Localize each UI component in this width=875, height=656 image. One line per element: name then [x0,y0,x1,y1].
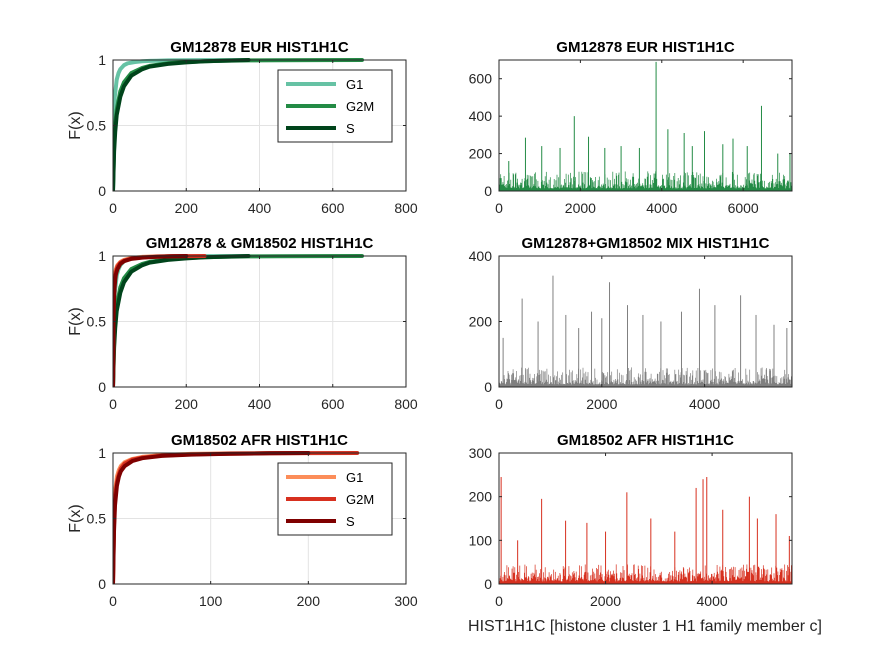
y-tick-label: 0 [98,183,106,199]
x-tick-label: 2000 [590,593,621,609]
data-layer [499,61,792,191]
chart-title: GM12878 & GM18502 HIST1H1C [146,235,374,252]
y-tick-label: 0 [484,576,492,592]
x-tick-label: 0 [109,396,117,412]
bar-noise [499,564,792,584]
chart-1: 0 200 400 600 800 0 0.5 1 GM12878 EUR HIST1H1C F(… [67,39,418,216]
x-tick-label: 0 [109,593,117,609]
chart-3: 0 200 400 600 800 0 0.5 1 GM12878 & GM18502 HIST… [67,235,418,412]
y-tick-label: 0 [98,576,106,592]
y-tick-label: 0 [98,379,106,395]
y-tick-label: 200 [469,489,493,505]
y-tick-label: 200 [469,146,493,162]
x-tick-label: 800 [394,200,418,216]
x-tick-label: 600 [321,396,345,412]
y-tick-label: 1 [98,52,106,68]
chart-title: GM12878+GM18502 MIX HIST1H1C [521,235,769,252]
y-tick-label: 1 [98,445,106,461]
y-tick-label: 100 [469,532,493,548]
x-tick-label: 2000 [565,200,596,216]
data-layer [499,275,792,387]
plot-area [499,453,792,584]
y-axis-label: F(x) [67,307,84,335]
chart-title: GM18502 AFR HIST1H1C [171,432,348,449]
x-tick-label: 6000 [728,200,759,216]
x-tick-label: 4000 [646,200,677,216]
series-line-s [113,451,311,584]
x-tick-label: 4000 [697,593,728,609]
series-line-s [113,58,251,191]
x-tick-label: 0 [495,200,503,216]
y-tick-label: 0.5 [87,511,107,527]
x-tick-label: 0 [495,593,503,609]
legend-label-g2m: G2M [346,99,374,114]
y-tick-label: 300 [469,445,493,461]
y-tick-label: 0.5 [87,118,107,134]
axes-box [498,59,793,192]
chart-title: GM12878 EUR HIST1H1C [170,39,349,56]
x-tick-label: 800 [394,396,418,412]
x-tick-label: 600 [321,200,345,216]
axes-box [498,452,793,585]
x-tick-label: 0 [109,200,117,216]
x-tick-label: 400 [248,200,272,216]
chart-4: 0 2000 4000 0 200 400 GM12878+GM18502 MIX HIST… [469,235,793,412]
x-tick-label: 200 [297,593,321,609]
legend-label-g1: G1 [346,77,363,92]
x-tick-label: 4000 [689,396,720,412]
x-tick-label: 200 [175,200,199,216]
x-tick-label: 2000 [586,396,617,412]
figure-xlabel: HIST1H1C [histone cluster 1 H1 family me… [468,618,822,635]
plot-area [499,60,792,191]
y-tick-label: 400 [469,108,493,124]
chart-2: 0 2000 4000 6000 0 200 400 600 GM12878 EUR HIST1… [469,39,793,216]
chart-6: 0 2000 4000 0 100 200 300 GM18502 AFR HIST1H1C [469,432,793,609]
y-tick-label: 600 [469,71,493,87]
y-axis-label: F(x) [67,504,84,532]
y-tick-label: 0 [484,379,492,395]
legend-label-s: S [346,121,355,136]
x-tick-label: 300 [394,593,418,609]
legend: G1 G2M S [277,462,393,536]
y-tick-label: 1 [98,248,106,264]
legend-label-g1: G1 [346,470,363,485]
y-axis-label: F(x) [67,111,84,139]
y-tick-label: 0.5 [87,314,107,330]
x-tick-label: 400 [248,396,272,412]
chart-title: GM12878 EUR HIST1H1C [556,39,735,56]
y-tick-label: 200 [469,314,493,330]
chart-5: 0 100 200 300 0 0.5 1 GM18502 AFR HIST1H1C F(x) G… [67,432,418,609]
x-tick-label: 100 [199,593,223,609]
data-layer [499,477,792,584]
plot-area [499,256,792,387]
x-tick-label: 200 [175,396,199,412]
y-tick-label: 400 [469,248,493,264]
chart-title: GM18502 AFR HIST1H1C [557,432,734,449]
y-tick-label: 0 [484,183,492,199]
legend-label-g2m: G2M [346,492,374,507]
legend-label-s: S [346,514,355,529]
legend: G1 G2M S [277,69,393,143]
x-tick-label: 0 [495,396,503,412]
series-line-s [113,254,189,387]
